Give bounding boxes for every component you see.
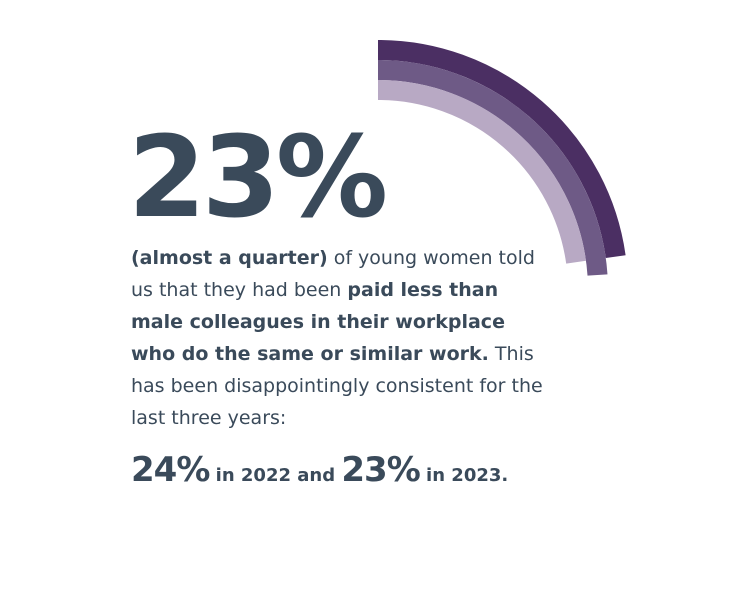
description: (almost a quarter) of young women told u… [131, 242, 551, 434]
middle-arc [377, 60, 608, 276]
text: of young women told us that they had bee… [131, 247, 535, 301]
comparison: 24% in 2022 and 23% in 2023. [131, 450, 508, 490]
text: This has been disappointingly consistent… [131, 343, 543, 429]
text: in 2022 and [209, 465, 342, 486]
stat-2022: 24% [131, 450, 210, 490]
stat-2023: 23% [341, 450, 420, 490]
inner-arc [377, 80, 587, 264]
outer-arc [377, 40, 626, 258]
headline-stat: 23% [128, 113, 388, 243]
text: in 2023. [419, 465, 509, 486]
emphasis: (almost a quarter) [131, 247, 328, 269]
emphasis: paid less than male colleagues in their … [131, 279, 505, 365]
